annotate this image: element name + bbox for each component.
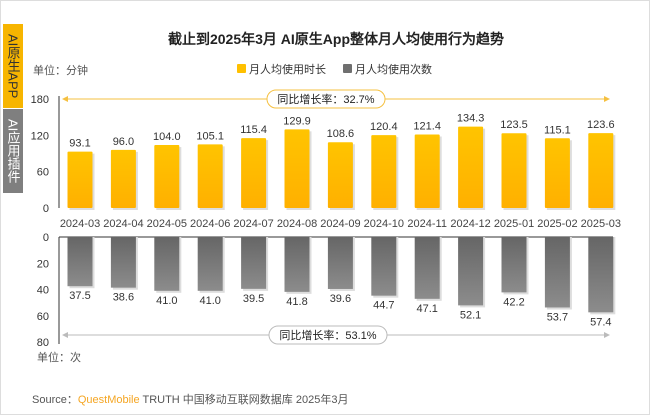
x-tick: 2024-10	[364, 218, 404, 230]
bar-count	[241, 237, 267, 289]
bar-duration	[327, 142, 353, 208]
data-label-count: 39.5	[243, 293, 264, 305]
bar-duration	[588, 133, 614, 208]
bar-duration	[154, 145, 180, 208]
data-label-duration: 115.1	[544, 124, 571, 136]
bar-count	[371, 237, 397, 296]
bar-duration	[197, 144, 223, 208]
bar-count	[544, 237, 570, 308]
growth-badge-top	[266, 89, 386, 109]
x-tick: 2024-06	[190, 218, 230, 230]
y-tick-top: 120	[31, 130, 49, 142]
data-label-duration: 93.1	[69, 138, 90, 150]
y-tick-top: 180	[31, 94, 49, 106]
legend-count: 月人均使用次数	[355, 62, 432, 76]
y-tick-top: 60	[37, 167, 49, 179]
bar-count	[414, 237, 440, 299]
data-label-count: 57.4	[590, 316, 611, 328]
x-tick: 2024-12	[450, 218, 490, 230]
data-label-duration: 108.6	[327, 128, 355, 140]
tab-ai-plugin[interactable]: AI应用插件	[3, 109, 23, 193]
data-label-duration: 115.4	[240, 124, 267, 136]
bar-count	[110, 237, 136, 288]
y-tick-bottom: 40	[37, 285, 49, 297]
data-label-duration: 120.4	[370, 121, 398, 133]
bar-duration	[414, 134, 440, 208]
legend-swatch-count	[343, 64, 352, 73]
x-tick: 2024-04	[103, 218, 143, 230]
arrow-left-icon	[62, 332, 68, 338]
y-tick-bottom: 0	[43, 232, 49, 244]
x-tick: 2025-03	[581, 218, 621, 230]
data-label-duration: 129.9	[283, 115, 311, 127]
data-label-duration: 123.5	[500, 119, 528, 131]
data-label-count: 41.0	[199, 295, 220, 307]
data-label-count: 37.5	[69, 290, 90, 302]
legend-swatch-duration	[237, 64, 246, 73]
bar-count	[67, 237, 93, 287]
data-label-duration: 123.6	[587, 119, 615, 131]
source-note: Source：QuestMobile TRUTH 中国移动互联网数据库 2025…	[32, 392, 348, 406]
y-tick-bottom: 60	[37, 311, 49, 323]
source-brand: QuestMobile	[78, 394, 140, 406]
source-prefix: Source：	[32, 394, 78, 406]
arrow-right-icon	[604, 332, 610, 338]
chart-title: 截止到2025年3月 AI原生App整体月人均使用行为趋势	[168, 31, 504, 47]
bar-count	[284, 237, 310, 292]
y-tick-bottom: 20	[37, 258, 49, 270]
data-label-duration: 96.0	[113, 136, 134, 148]
unit-label-minutes: 单位：分钟	[33, 63, 88, 77]
bar-duration	[67, 151, 93, 208]
data-label-count: 42.2	[503, 296, 524, 308]
growth-rate-bottom: 同比增长率：53.1%	[279, 328, 376, 342]
data-label-count: 39.6	[330, 293, 351, 305]
bar-count	[458, 237, 484, 306]
data-label-count: 53.7	[547, 311, 568, 323]
bar-duration	[241, 138, 267, 208]
bar-count	[588, 237, 614, 313]
bar-count	[327, 237, 353, 289]
bar-duration	[501, 133, 527, 208]
data-label-count: 38.6	[113, 292, 134, 304]
bar-count	[501, 237, 527, 293]
data-label-duration: 105.1	[196, 130, 224, 142]
data-label-count: 52.1	[460, 309, 481, 321]
data-label-count: 41.0	[156, 295, 177, 307]
data-label-count: 44.7	[373, 300, 394, 312]
unit-label-times: 单位：次	[37, 350, 81, 364]
tab-ai-native-app[interactable]: AI原生APP	[3, 24, 23, 108]
x-tick: 2024-07	[233, 218, 273, 230]
bar-duration	[284, 129, 310, 208]
bar-count	[197, 237, 223, 291]
x-tick: 2024-08	[277, 218, 317, 230]
source-rest: TRUTH 中国移动互联网数据库 2025年3月	[140, 392, 349, 406]
x-tick: 2024-03	[60, 218, 100, 230]
x-tick: 2024-11	[407, 218, 447, 230]
x-tick: 2024-09	[320, 218, 360, 230]
data-label-duration: 121.4	[413, 120, 441, 132]
growth-badge-bottom	[268, 325, 388, 345]
legend-duration: 月人均使用时长	[249, 63, 326, 76]
data-label-duration: 104.0	[153, 131, 181, 143]
data-label-count: 41.8	[286, 296, 307, 308]
arrow-right-icon	[604, 96, 610, 102]
bar-duration	[544, 138, 570, 208]
y-tick-top: 0	[43, 203, 49, 215]
x-tick: 2025-02	[537, 218, 577, 230]
data-label-count: 47.1	[416, 303, 437, 315]
x-tick: 2024-05	[147, 218, 187, 230]
x-tick: 2025-01	[494, 218, 534, 230]
arrow-left-icon	[62, 96, 68, 102]
data-label-duration: 134.3	[457, 113, 485, 125]
growth-rate-top: 同比增长率：32.7%	[277, 92, 374, 106]
bar-count	[154, 237, 180, 291]
bar-duration	[371, 135, 397, 208]
bar-duration	[110, 149, 136, 208]
bar-duration	[458, 126, 484, 208]
y-tick-bottom: 80	[37, 337, 49, 349]
